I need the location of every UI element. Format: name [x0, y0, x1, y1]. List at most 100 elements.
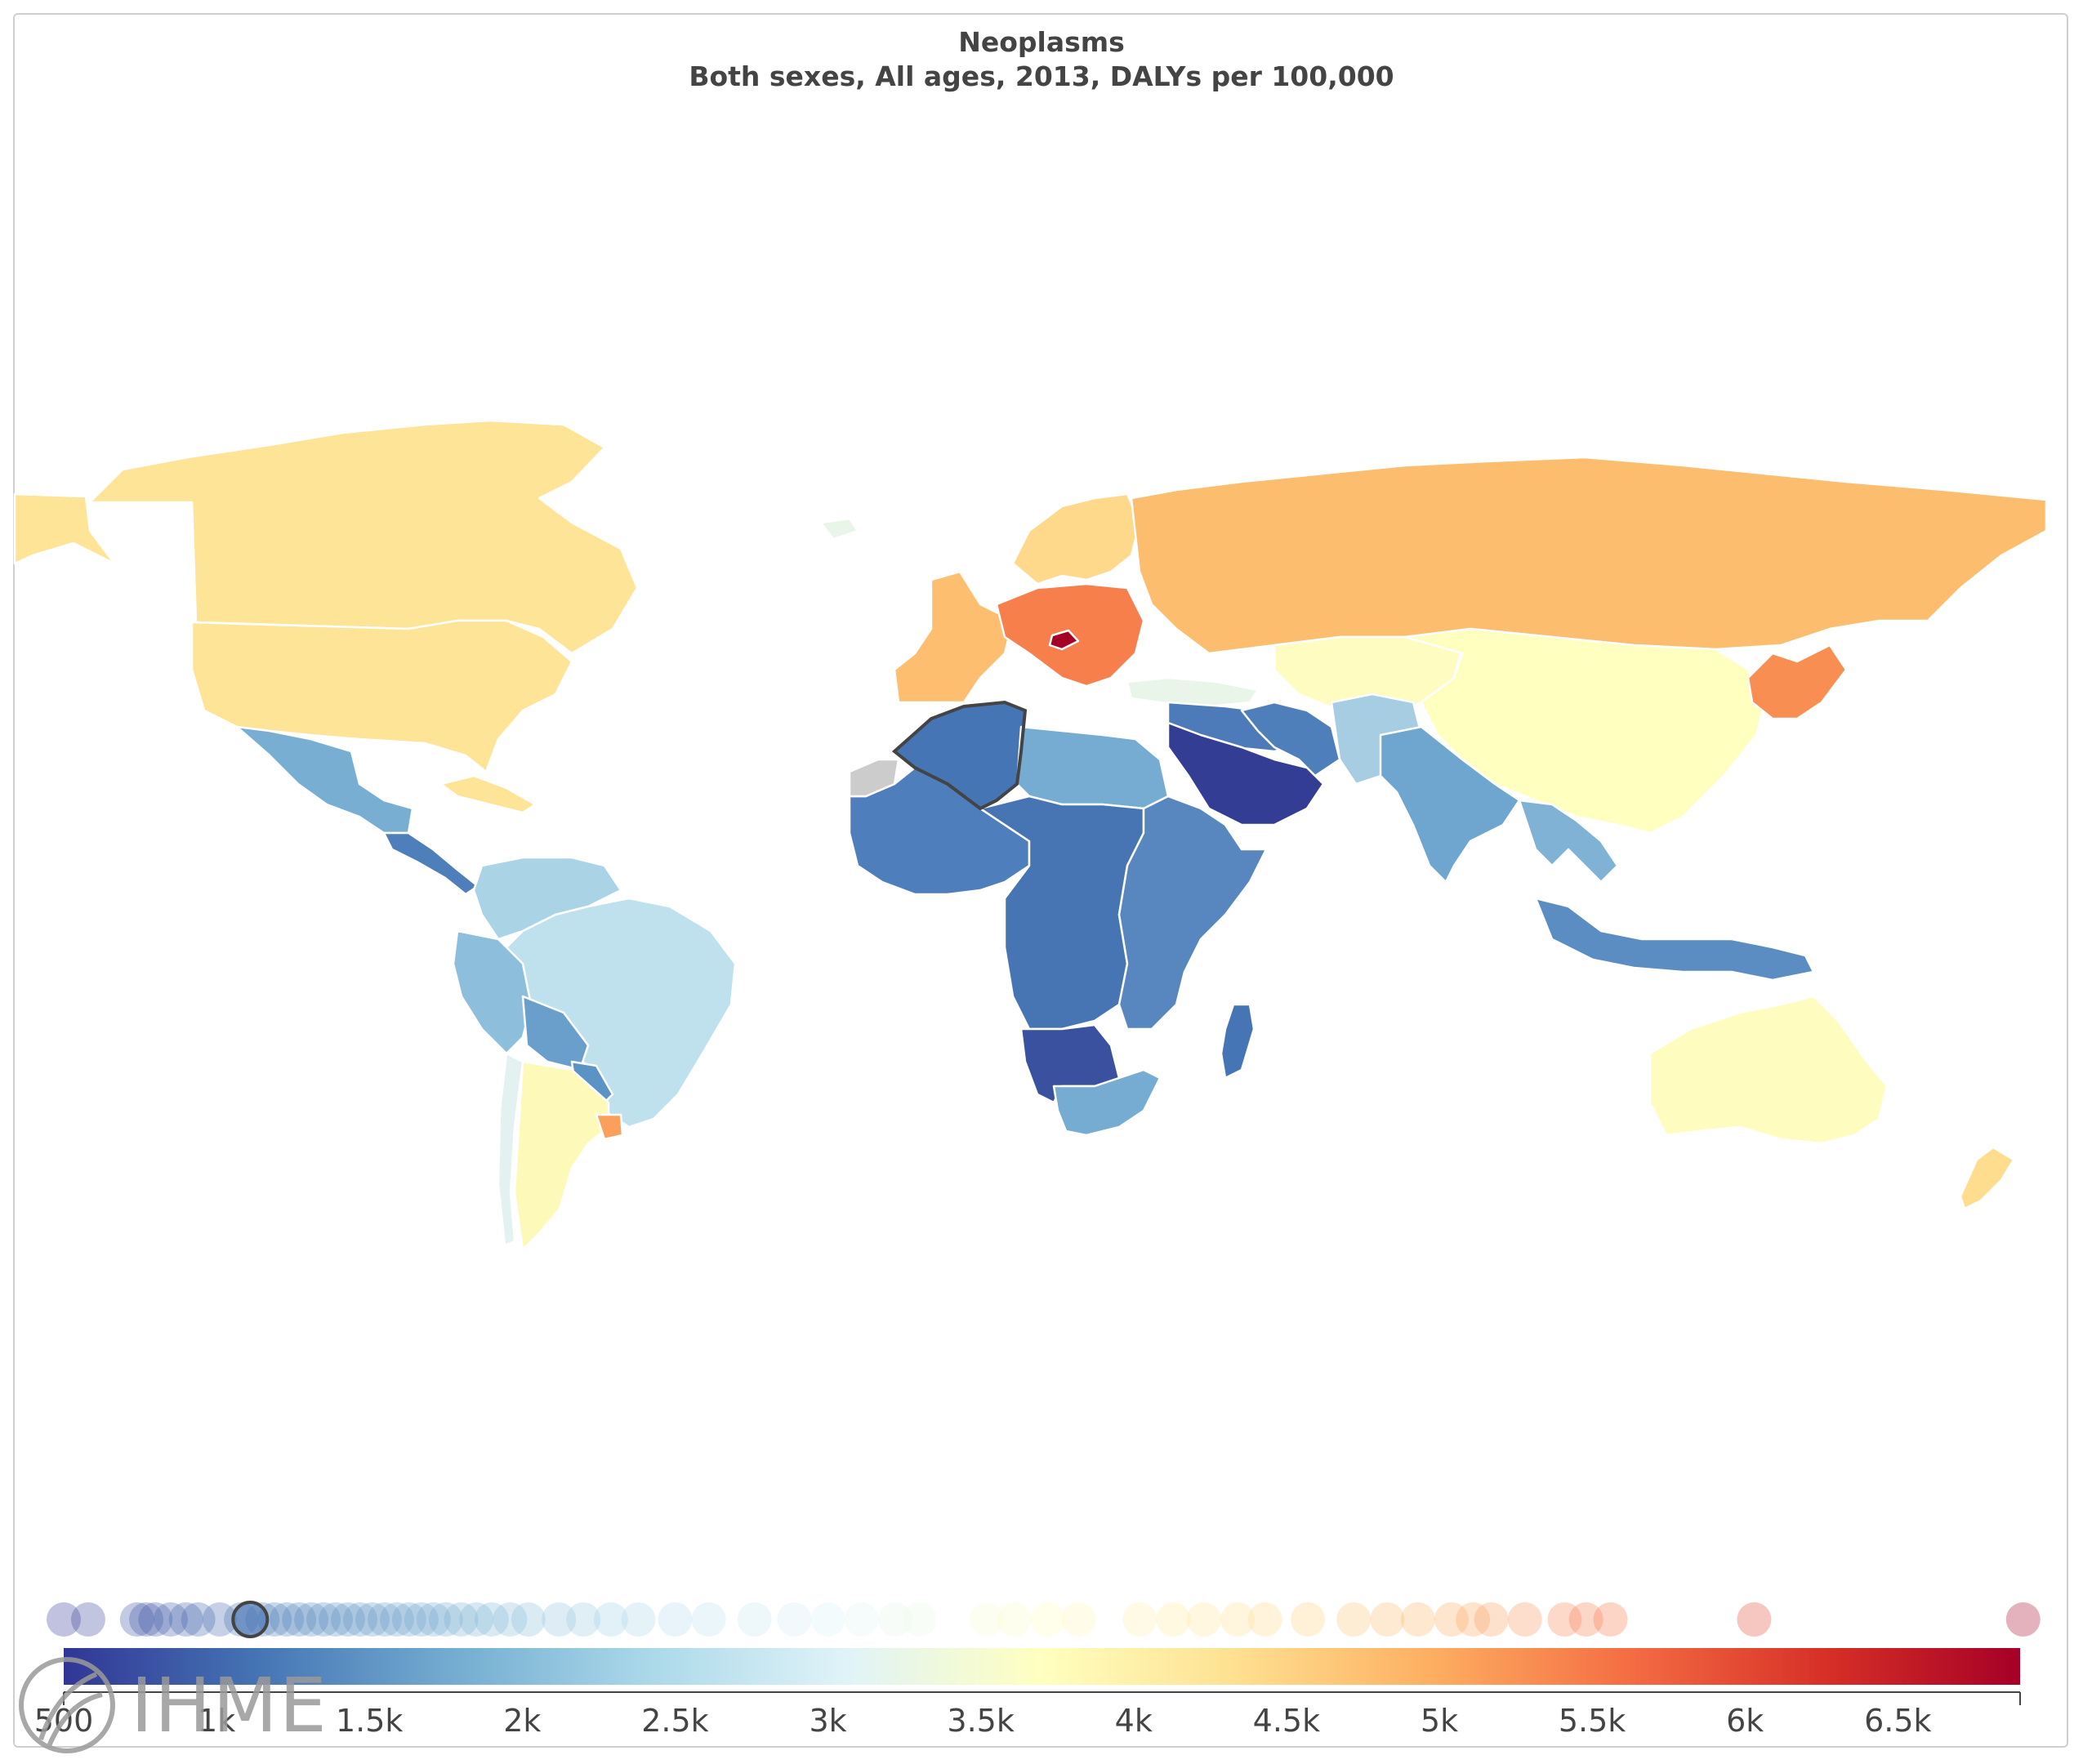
region-turkey[interactable] — [1126, 676, 1260, 708]
distribution-dot[interactable] — [1547, 1602, 1582, 1637]
distribution-dot[interactable] — [691, 1602, 726, 1637]
tick-label: 1.5k — [336, 1703, 403, 1739]
distribution-dot[interactable] — [566, 1602, 601, 1637]
distribution-dot[interactable] — [331, 1602, 366, 1637]
distribution-dot[interactable] — [902, 1602, 937, 1637]
distribution-dot[interactable] — [1030, 1602, 1065, 1637]
distribution-dot[interactable] — [459, 1602, 494, 1637]
distribution-dot[interactable] — [737, 1602, 772, 1637]
distribution-dot[interactable] — [391, 1602, 426, 1637]
distribution-dot[interactable] — [474, 1602, 509, 1637]
distribution-dot[interactable] — [202, 1602, 237, 1637]
distribution-dot[interactable] — [1186, 1602, 1221, 1637]
distribution-dot[interactable] — [1434, 1602, 1469, 1637]
region-madagascar[interactable] — [1220, 1003, 1256, 1080]
region-caribbean[interactable] — [439, 774, 537, 814]
distribution-dot[interactable] — [1336, 1602, 1372, 1637]
distribution-dot[interactable] — [319, 1602, 354, 1637]
distribution-dot[interactable] — [658, 1602, 693, 1637]
distribution-dot[interactable] — [138, 1602, 173, 1637]
distribution-dot[interactable] — [1061, 1602, 1096, 1637]
distribution-dot[interactable] — [306, 1602, 341, 1637]
selected-value-marker[interactable] — [231, 1601, 270, 1638]
tick-label: 4.5k — [1253, 1703, 1320, 1739]
distribution-dot[interactable] — [1400, 1602, 1435, 1637]
distribution-dot[interactable] — [542, 1602, 577, 1637]
region-iceland[interactable] — [819, 517, 859, 541]
distribution-dot[interactable] — [1247, 1602, 1282, 1637]
distribution-dot[interactable] — [997, 1602, 1032, 1637]
distribution-dot[interactable] — [1122, 1602, 1157, 1637]
distribution-dot[interactable] — [1220, 1602, 1255, 1637]
distribution-dot[interactable] — [428, 1602, 463, 1637]
distribution-dot[interactable] — [282, 1602, 317, 1637]
region-alaska[interactable] — [13, 492, 116, 565]
distribution-dot[interactable] — [342, 1602, 377, 1637]
distribution-dot[interactable] — [1291, 1602, 1326, 1637]
distribution-dot[interactable] — [379, 1602, 414, 1637]
distribution-dot[interactable] — [621, 1602, 656, 1637]
distribution-dot[interactable] — [593, 1602, 628, 1637]
distribution-dot[interactable] — [47, 1602, 81, 1637]
distribution-dot[interactable] — [168, 1602, 203, 1637]
distribution-dot[interactable] — [355, 1602, 390, 1637]
ihme-logo: IHME — [131, 1662, 328, 1749]
region-greenland[interactable] — [685, 423, 827, 573]
region-new-zealand[interactable] — [1959, 1146, 2015, 1210]
distribution-dot[interactable] — [1474, 1602, 1509, 1637]
region-japan-and-korea[interactable] — [1746, 644, 1848, 720]
distribution-dot[interactable] — [1507, 1602, 1542, 1637]
distribution-dot[interactable] — [810, 1602, 845, 1637]
region-central-america[interactable] — [382, 831, 479, 896]
distribution-dot[interactable] — [294, 1602, 329, 1637]
distribution-dot[interactable] — [119, 1602, 154, 1637]
tick-label: 5k — [1421, 1703, 1458, 1739]
region-south-africa[interactable] — [1052, 1068, 1162, 1137]
distribution-dot[interactable] — [367, 1602, 402, 1637]
distribution-dot[interactable] — [129, 1602, 164, 1637]
region-uruguay[interactable] — [595, 1113, 624, 1141]
selected-region-outline — [891, 700, 1028, 811]
region-peru[interactable] — [452, 929, 533, 1055]
region-india[interactable] — [1379, 725, 1521, 884]
region-western-europe[interactable] — [893, 570, 1015, 704]
distribution-dot[interactable] — [181, 1602, 216, 1637]
distribution-dot[interactable] — [1370, 1602, 1405, 1637]
distribution-dot[interactable] — [970, 1602, 1005, 1637]
region-hungary[interactable] — [1048, 629, 1080, 651]
distribution-dot[interactable] — [444, 1602, 479, 1637]
distribution-dot[interactable] — [70, 1602, 105, 1637]
distribution-dot[interactable] — [777, 1602, 812, 1637]
distribution-dot[interactable] — [153, 1602, 188, 1637]
tick-label: 3k — [809, 1703, 846, 1739]
distribution-dot[interactable] — [1156, 1602, 1191, 1637]
distribution-dot[interactable] — [1593, 1602, 1628, 1637]
region-indonesia[interactable] — [1534, 897, 1815, 982]
distribution-dot[interactable] — [1737, 1602, 1772, 1637]
region-australia[interactable] — [1648, 995, 1889, 1145]
tick-label: 1k — [198, 1703, 235, 1739]
region-argentina[interactable] — [513, 1060, 610, 1251]
distribution-dot[interactable] — [1568, 1602, 1604, 1637]
region-western-sahara[interactable] — [848, 758, 900, 798]
distribution-dot[interactable] — [1456, 1602, 1491, 1637]
region-mexico[interactable] — [235, 725, 414, 835]
distribution-dot[interactable] — [2005, 1602, 2041, 1637]
tick-label: 3.5k — [947, 1703, 1014, 1739]
region-chile[interactable] — [497, 1052, 524, 1247]
tick-label: 4k — [1115, 1703, 1153, 1739]
region-central-africa[interactable] — [979, 795, 1145, 1031]
distribution-dot[interactable] — [493, 1602, 528, 1637]
distribution-dot[interactable] — [404, 1602, 439, 1637]
region-mongolia-and-china[interactable] — [1403, 627, 1766, 835]
distribution-dot[interactable] — [416, 1602, 451, 1637]
distribution-dot[interactable] — [511, 1602, 546, 1637]
tick-label: 6.5k — [1864, 1703, 1931, 1739]
region-iran[interactable] — [1240, 701, 1341, 777]
distribution-dot[interactable] — [844, 1602, 879, 1637]
region-saudi-arabia[interactable] — [1166, 721, 1325, 826]
distribution-dot[interactable] — [270, 1602, 305, 1637]
region-southeast-asia[interactable] — [1518, 799, 1619, 884]
region-east-africa[interactable] — [1117, 795, 1268, 1031]
distribution-dot[interactable] — [877, 1602, 912, 1637]
